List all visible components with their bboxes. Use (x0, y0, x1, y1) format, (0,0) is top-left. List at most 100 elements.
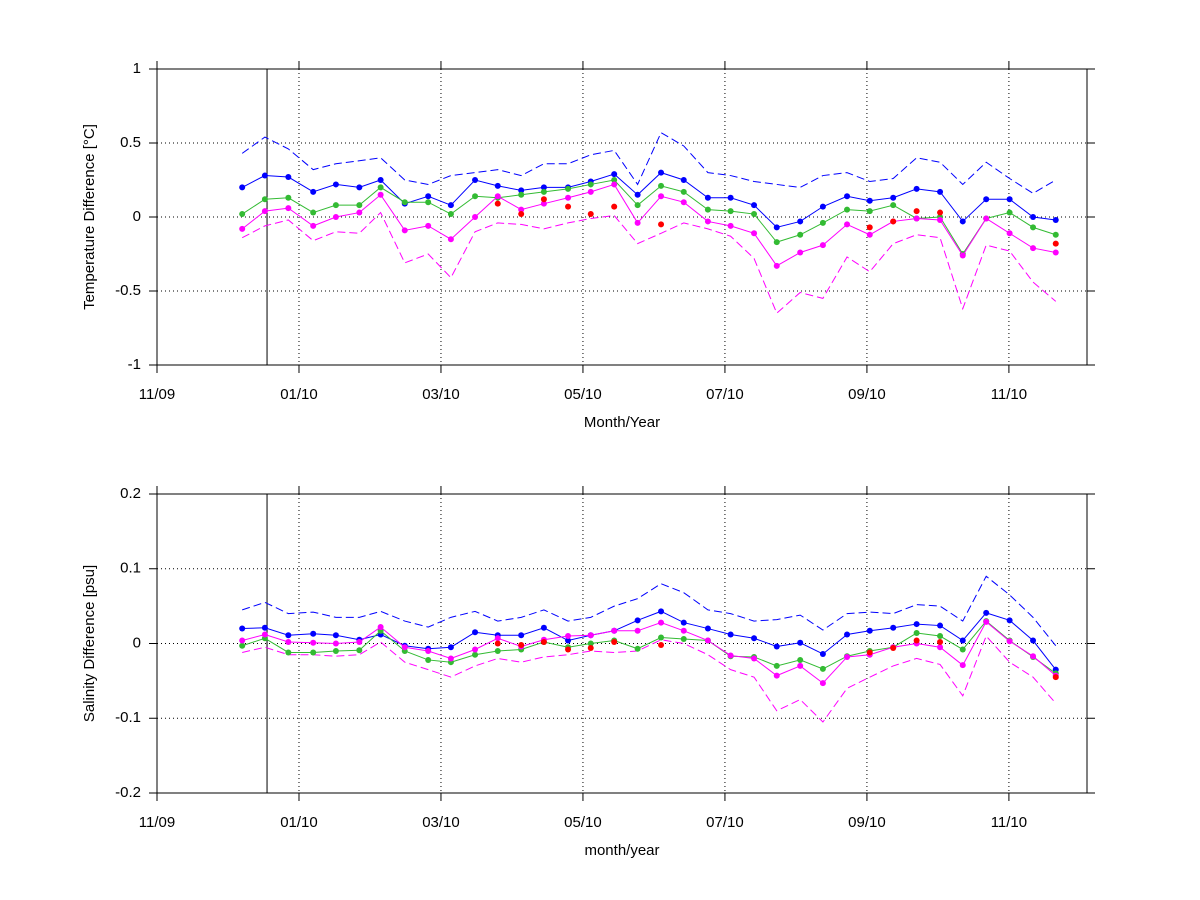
data-point (797, 218, 804, 225)
data-point (587, 644, 594, 651)
data-point (310, 649, 317, 656)
data-point (565, 646, 572, 653)
data-point (983, 618, 990, 625)
envelope-line (242, 635, 1057, 723)
data-point (937, 639, 944, 646)
data-point (983, 215, 990, 222)
data-point (658, 193, 665, 200)
data-point (472, 177, 479, 183)
data-point (310, 188, 317, 195)
data-point (844, 221, 851, 228)
data-point (587, 632, 594, 639)
data-point (472, 646, 479, 653)
data-point (844, 653, 851, 660)
data-point (959, 252, 966, 259)
y-tick-label: 0.5 (120, 134, 141, 151)
data-point (261, 196, 268, 203)
data-point (472, 651, 479, 658)
data-point (310, 639, 317, 646)
envelope-line (242, 575, 1057, 647)
data-point (819, 203, 826, 210)
data-point (377, 184, 384, 191)
data-point (261, 172, 268, 179)
data-point (565, 633, 572, 640)
data-point (239, 637, 246, 644)
y-tick-label: 0.1 (120, 560, 141, 577)
data-point (866, 627, 873, 634)
data-point (727, 652, 734, 659)
data-point (332, 632, 339, 639)
data-point (773, 643, 780, 650)
data-point (959, 218, 966, 225)
data-point (472, 214, 479, 220)
data-point (587, 211, 594, 218)
data-point (611, 203, 618, 210)
data-point (377, 624, 384, 631)
data-point (890, 644, 897, 651)
data-point (704, 218, 711, 225)
x-tick-label: 11/10 (991, 814, 1027, 831)
data-point (239, 225, 246, 232)
data-point (356, 202, 363, 209)
y-tick-label: 0 (133, 634, 141, 651)
data-point (540, 200, 547, 207)
data-point (587, 188, 594, 195)
data-point (959, 662, 966, 669)
x-tick-label: 11/09 (139, 814, 175, 831)
data-point (1030, 637, 1037, 644)
data-point (425, 656, 432, 663)
data-point (310, 222, 317, 229)
data-point (518, 206, 525, 213)
data-point (773, 662, 780, 669)
data-point (332, 181, 339, 188)
data-point (658, 608, 665, 615)
data-point (1006, 196, 1013, 203)
data-point (913, 215, 920, 222)
data-point (332, 640, 339, 647)
data-point (937, 188, 944, 195)
y-tick-label: -0.2 (115, 784, 141, 801)
data-point (727, 208, 734, 215)
data-point (658, 169, 665, 176)
data-point (401, 227, 408, 234)
data-point (866, 231, 873, 238)
data-point (494, 640, 501, 647)
data-point (866, 197, 873, 204)
data-point (239, 625, 246, 632)
data-point (285, 649, 292, 656)
data-point (937, 209, 944, 216)
data-point (310, 209, 317, 216)
data-point (285, 639, 292, 646)
data-point (540, 196, 547, 203)
data-point (634, 191, 641, 198)
data-point (1030, 224, 1037, 231)
data-point (727, 194, 734, 201)
data-point (377, 177, 384, 183)
data-point (937, 216, 944, 223)
data-point (844, 206, 851, 213)
data-point (518, 641, 525, 648)
data-point (401, 644, 408, 651)
data-point (727, 222, 734, 229)
data-point (658, 641, 665, 648)
data-point (797, 231, 804, 238)
data-point (494, 193, 501, 200)
y-tick-label: 0.2 (120, 485, 141, 502)
data-point (680, 199, 687, 206)
data-point (937, 644, 944, 651)
data-point (819, 665, 826, 672)
data-point (634, 219, 641, 226)
data-point (680, 188, 687, 195)
data-point (680, 177, 687, 183)
data-point (913, 208, 920, 215)
data-point (285, 194, 292, 201)
data-point (310, 630, 317, 637)
data-point (565, 185, 572, 192)
data-point (890, 218, 897, 225)
data-point (1006, 209, 1013, 216)
data-point (937, 622, 944, 629)
x-tick-label: 03/10 (422, 814, 460, 831)
data-point (565, 194, 572, 201)
data-point (634, 617, 641, 624)
